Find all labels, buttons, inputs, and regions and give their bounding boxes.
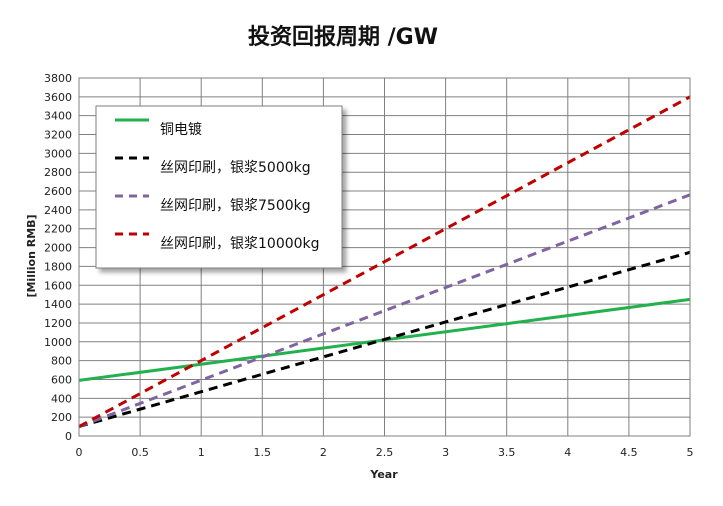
x-tick-label: 4.5 <box>620 446 638 459</box>
x-tick-label: 1 <box>198 446 205 459</box>
legend-box <box>95 105 343 269</box>
x-tick-label: 1.5 <box>254 446 272 459</box>
y-tick-labels: 0 200 400 600 800 1000 1200 1400 1600 1800 2000 220… <box>44 72 72 443</box>
y-tick-label: 3400 <box>44 110 72 123</box>
y-tick-label: 400 <box>51 392 72 405</box>
x-tick-label: 2.5 <box>376 446 394 459</box>
x-tick-label: 4 <box>564 446 571 459</box>
y-tick-label: 2400 <box>44 204 72 217</box>
y-tick-label: 2200 <box>44 223 72 236</box>
x-tick-label: 3 <box>442 446 449 459</box>
series-line-2 <box>78 193 691 428</box>
y-tick-label: 800 <box>51 355 72 368</box>
series-line-1 <box>78 250 691 429</box>
x-axis-title: Year <box>369 468 398 481</box>
y-tick-label: 3000 <box>44 147 72 160</box>
y-tick-label: 1600 <box>44 279 72 292</box>
y-tick-label: 1400 <box>44 298 72 311</box>
y-tick-label: 1200 <box>44 317 72 330</box>
x-tick-label: 0 <box>76 446 83 459</box>
legend-label-2: 丝网印刷，银浆7500kg <box>160 198 311 214</box>
y-tick-label: 1800 <box>44 260 72 273</box>
series-line-3 <box>78 95 691 428</box>
x-tick-label: 2 <box>320 446 327 459</box>
chart-title: 投资回报周期 /GW <box>248 25 438 50</box>
y-tick-label: 2600 <box>44 185 72 198</box>
x-tick-label: 0.5 <box>131 446 149 459</box>
y-tick-label: 1000 <box>44 336 72 349</box>
plot-frame <box>78 77 691 437</box>
x-tick-labels: 0 0.5 1 1.5 2 2.5 3 3.5 4 4.5 5 <box>76 446 694 459</box>
x-tick-label: 3.5 <box>498 446 516 459</box>
y-tick-label: 3600 <box>44 91 72 104</box>
y-tick-label: 3200 <box>44 129 72 142</box>
x-tick-label: 5 <box>687 446 694 459</box>
y-tick-label: 0 <box>65 430 72 443</box>
y-tick-label: 600 <box>51 373 72 386</box>
y-tick-label: 3800 <box>44 72 72 85</box>
legend-label-1: 丝网印刷，银浆5000kg <box>160 160 311 176</box>
y-tick-label: 200 <box>51 411 72 424</box>
legend-label-0: 铜电镀 <box>160 121 202 138</box>
y-tick-label: 2800 <box>44 166 72 179</box>
y-axis-title: [Million RMB] <box>25 214 38 297</box>
series-lines <box>78 95 691 429</box>
y-tick-label: 2000 <box>44 242 72 255</box>
legend-label-3: 丝网印刷，银浆10000kg <box>160 236 320 252</box>
